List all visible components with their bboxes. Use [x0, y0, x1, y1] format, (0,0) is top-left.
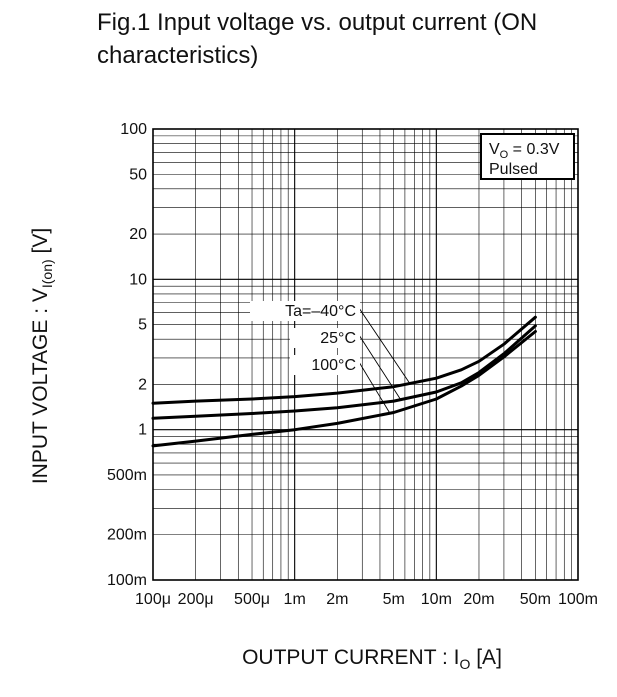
grid-minor [153, 129, 578, 580]
y-axis-title: INPUT VOLTAGE : VI(on) [V] [29, 228, 55, 484]
conditions-vo: VO = 0.3V [489, 141, 560, 161]
series-curve [151, 330, 537, 448]
chart-title: Fig.1 Input voltage vs. output current (… [97, 9, 538, 69]
x-tick-label: 100m [558, 591, 598, 608]
x-tick-label: 2m [326, 591, 348, 608]
conditions-vo-value: = 0.3V [508, 141, 559, 158]
y-tick-label: 50 [129, 166, 147, 183]
y-tick-labels: 100 50 20 10 5 2 1 500m 200m 100m [107, 121, 147, 589]
y-axis-title-unit: [V] [29, 228, 52, 260]
x-tick-label: 20m [463, 591, 494, 608]
x-tick-labels: 100μ 200μ 500μ 1m 2m 5m 10m 20m 50m 100m [135, 591, 598, 608]
x-axis-title-main: OUTPUT CURRENT : I [242, 646, 459, 669]
grid-major [153, 129, 578, 580]
series-label: 100°C [311, 357, 356, 374]
y-tick-label: 2 [138, 376, 147, 393]
series-curve [151, 324, 537, 420]
x-axis-title-sub: O [460, 656, 471, 672]
x-axis-title-unit: [A] [470, 646, 502, 669]
series-label: Ta=–40°C [285, 303, 356, 320]
conditions-pulsed: Pulsed [489, 161, 538, 178]
series-label-bg [250, 301, 360, 321]
series-label-leaders [358, 307, 411, 414]
y-tick-label: 100 [120, 121, 147, 138]
y-tick-label: 20 [129, 226, 147, 243]
plot-frame [152, 128, 579, 581]
y-tick-label: 1 [138, 422, 147, 439]
series-label-bg [290, 328, 360, 348]
series-leader-line [358, 334, 402, 400]
y-tick-label: 100m [107, 572, 147, 589]
x-tick-label: 50m [520, 591, 551, 608]
x-axis-title: OUTPUT CURRENT : IO [A] [242, 646, 502, 672]
series-label: 25°C [320, 330, 356, 347]
y-tick-label: 10 [129, 271, 147, 288]
x-tick-label: 500μ [234, 591, 270, 608]
series-label-bg [290, 355, 360, 375]
conditions-box: VO = 0.3V Pulsed [480, 133, 575, 180]
conditions-vo-sub: O [500, 149, 509, 161]
y-tick-label: 500m [107, 467, 147, 484]
x-tick-label: 100μ [135, 591, 171, 608]
series-curve [151, 315, 537, 405]
x-tick-label: 200μ [178, 591, 214, 608]
y-axis-title-sub: I(on) [39, 259, 55, 288]
x-tick-label: 10m [421, 591, 452, 608]
conditions-vo-main: V [489, 141, 500, 158]
series-leader-line [358, 307, 411, 384]
series-labels: Ta=–40°C 25°C 100°C [250, 301, 360, 375]
y-tick-label: 200m [107, 527, 147, 544]
x-tick-label: 1m [284, 591, 306, 608]
conditions-box-frame [480, 133, 575, 180]
series-curves [151, 315, 537, 448]
y-tick-label: 5 [138, 317, 147, 334]
x-tick-label: 5m [383, 591, 405, 608]
y-axis-title-main: INPUT VOLTAGE : V [29, 288, 52, 484]
